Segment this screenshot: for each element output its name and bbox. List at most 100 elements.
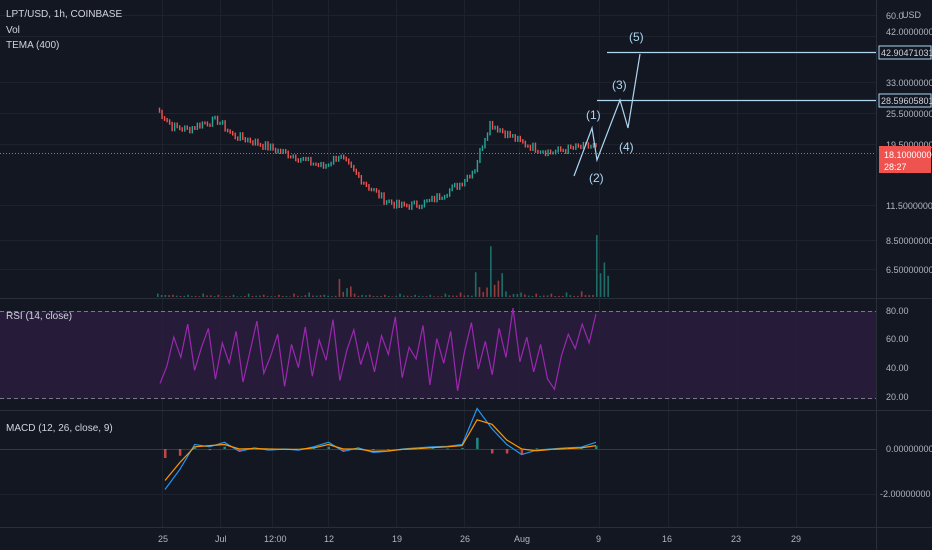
macd-legend[interactable]: MACD (12, 26, close, 9) (6, 423, 113, 434)
volume-bar (164, 294, 167, 297)
volume-bar (266, 296, 269, 297)
macd-histogram-bar (327, 446, 330, 449)
time-tick: 9 (596, 534, 601, 544)
volume-bar (463, 295, 466, 297)
rsi-tick: 40.00 (886, 363, 909, 373)
volume-bar (225, 296, 227, 297)
volume-bar (493, 284, 496, 297)
volume-bar (293, 293, 295, 297)
volume-bar (418, 295, 420, 297)
time-tick: 26 (460, 534, 470, 544)
volume-bar (452, 295, 454, 297)
wave-label-4: (4) (619, 140, 634, 154)
volume-bar (486, 287, 488, 297)
volume-bar (588, 295, 591, 297)
time-tick: Aug (514, 534, 530, 544)
volume-bar (323, 294, 326, 297)
macd-histogram-bar (595, 445, 598, 449)
volume-bar (183, 295, 186, 297)
macd-series (164, 407, 598, 490)
volume-bar (236, 296, 239, 297)
current-price-label: 18.10000000 (884, 150, 932, 160)
volume-bar (157, 293, 159, 297)
volume-bar (414, 294, 416, 297)
macd-histogram-bar (357, 447, 360, 449)
macd-line (164, 407, 597, 490)
macd-histogram-bar (282, 448, 286, 450)
time-axis[interactable]: 25 Jul 12:00 12 19 26 Aug 9 16 23 29 (158, 534, 801, 544)
volume-bar (365, 295, 367, 297)
macd-histogram-bar (401, 448, 405, 450)
volume-bar (232, 294, 235, 297)
volume-bar (300, 296, 303, 297)
price-tick: 8.50000000 (886, 236, 932, 246)
wave-label-3: (3) (612, 78, 627, 92)
volume-bar (251, 296, 254, 297)
time-tick: 29 (791, 534, 801, 544)
volume-bar (168, 295, 170, 297)
symbol-title[interactable]: LPT/USD, 1h, COINBASE (6, 9, 122, 20)
volume-bar (315, 295, 318, 297)
volume-bar (561, 295, 564, 297)
target-label-lower: 28.59605801 (881, 96, 932, 106)
volume-bar (478, 287, 481, 297)
volume-bar (327, 295, 329, 297)
macd-histogram-bar (223, 446, 226, 449)
macd-histogram-bar (342, 449, 345, 452)
volume-bar (550, 293, 553, 297)
volume-bar (520, 292, 522, 297)
macd-histogram-bar (490, 449, 494, 454)
wave-label-1: (1) (586, 108, 601, 122)
volume-bar (191, 296, 193, 297)
volume-bar (527, 295, 530, 297)
volume-bar (259, 295, 261, 297)
macd-histogram-bar (253, 448, 256, 450)
macd-histogram-bar (565, 448, 568, 450)
currency-label: USD (902, 10, 922, 20)
volume-bars (157, 235, 609, 297)
volume-bar (421, 296, 424, 297)
macd-histogram-bar (238, 449, 241, 452)
volume-bar (467, 295, 469, 297)
rsi-legend[interactable]: RSI (14, close) (6, 311, 72, 322)
volume-bar (179, 295, 182, 297)
price-axis[interactable]: USD 60.0 42.00000000 33.00000000 25.5000… (878, 10, 932, 499)
volume-bar (247, 293, 250, 297)
macd-histogram-bar (580, 448, 583, 450)
volume-legend[interactable]: Vol (6, 25, 20, 36)
macd-histogram-bar (476, 437, 479, 449)
volume-bar (592, 294, 594, 297)
volume-bar (160, 295, 163, 297)
price-tick: 19.50000000 (886, 140, 932, 150)
macd-histogram-bar (520, 449, 524, 455)
volume-bar (501, 273, 503, 297)
volume-bar (308, 292, 310, 297)
volume-bar (240, 296, 242, 297)
price-tick: 25.50000000 (886, 109, 932, 119)
macd-histogram-bar (550, 448, 553, 450)
volume-bar (353, 293, 356, 297)
volume-bar (437, 296, 439, 297)
macd-histogram-bar (535, 448, 539, 450)
volume-bar (603, 262, 606, 297)
volume-bar (334, 295, 337, 297)
volume-bar (270, 296, 273, 297)
time-tick: 19 (392, 534, 402, 544)
volume-bar (448, 295, 451, 297)
volume-bar (262, 294, 265, 297)
target-label-upper-box (878, 45, 932, 60)
volume-bar (512, 293, 515, 297)
volume-bar (213, 296, 216, 297)
volume-bar (175, 295, 178, 297)
macd-histogram-bar (312, 447, 316, 449)
tema-legend[interactable]: TEMA (400) (6, 40, 59, 51)
volume-bar (304, 295, 307, 297)
volume-bar (531, 295, 534, 297)
volume-bar (607, 275, 609, 297)
volume-bar (399, 293, 401, 297)
wave-label-2: (2) (589, 171, 604, 185)
volume-bar (444, 293, 447, 297)
volume-bar (278, 294, 280, 297)
price-tick: 33.00000000 (886, 78, 932, 88)
